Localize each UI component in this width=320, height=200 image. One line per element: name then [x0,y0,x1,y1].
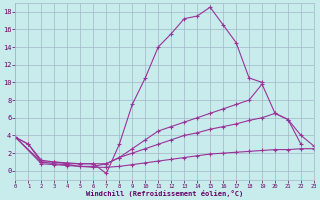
X-axis label: Windchill (Refroidissement éolien,°C): Windchill (Refroidissement éolien,°C) [86,190,243,197]
